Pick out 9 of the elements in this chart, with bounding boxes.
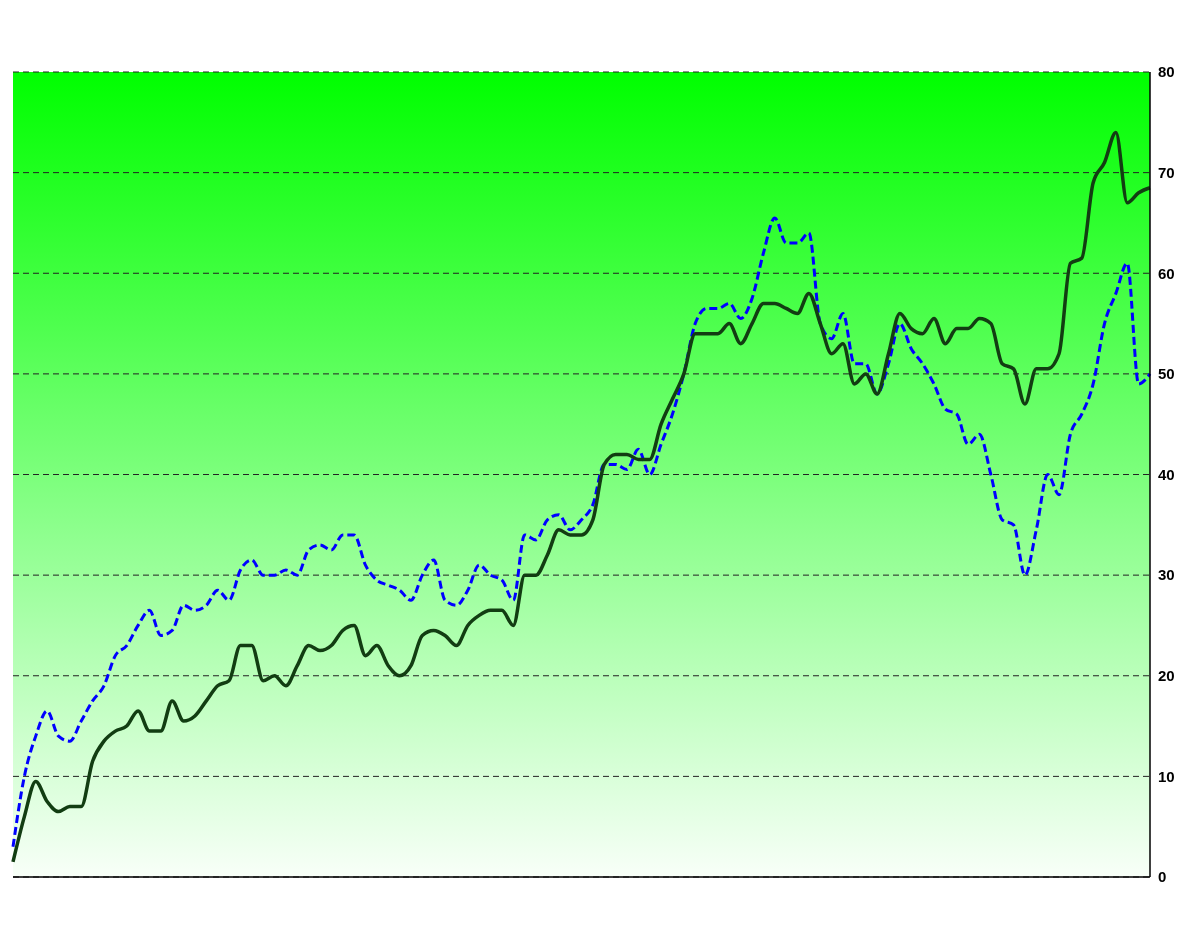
y-tick-label: 80	[1158, 63, 1175, 81]
y-tick-label: 40	[1158, 465, 1175, 483]
y-tick-label: 30	[1158, 566, 1175, 584]
y-tick-label: 0	[1158, 868, 1167, 886]
y-tick-label: 10	[1158, 767, 1175, 785]
y-tick-label: 50	[1158, 365, 1175, 383]
y-tick-label: 60	[1158, 264, 1175, 282]
y-tick-label: 70	[1158, 163, 1175, 181]
y-tick-label: 20	[1158, 667, 1175, 685]
